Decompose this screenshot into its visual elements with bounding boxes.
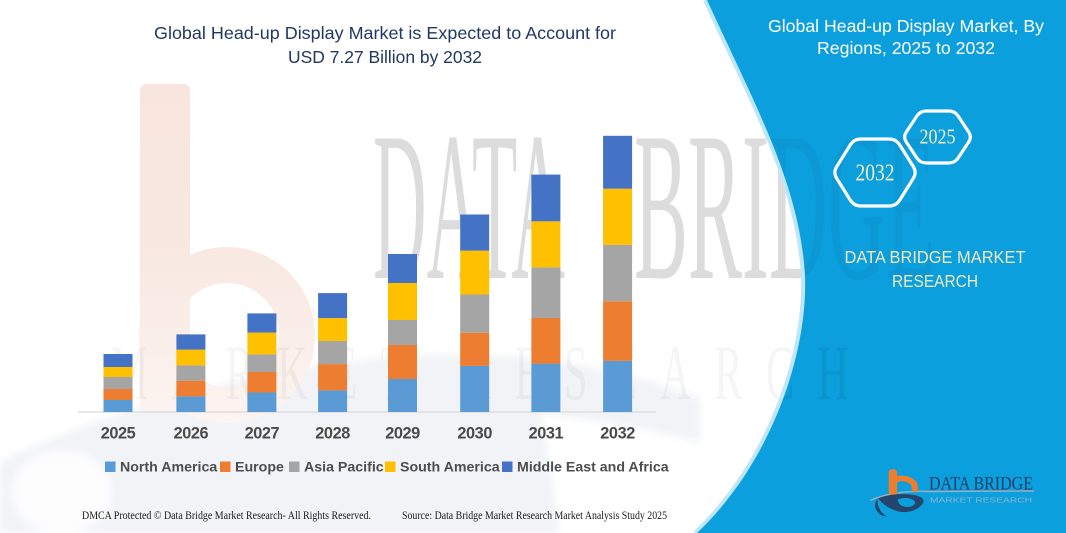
svg-text:RESEARCH: RESEARCH bbox=[892, 271, 978, 291]
svg-text:Middle East and Africa: Middle East and Africa bbox=[517, 460, 669, 476]
svg-text:2030: 2030 bbox=[457, 425, 492, 443]
svg-text:2027: 2027 bbox=[245, 425, 280, 443]
svg-text:2032: 2032 bbox=[856, 161, 895, 187]
svg-text:Regions, 2025 to 2032: Regions, 2025 to 2032 bbox=[817, 38, 995, 58]
svg-text:2029: 2029 bbox=[385, 425, 420, 443]
svg-text:North America: North America bbox=[120, 460, 217, 476]
svg-text:2032: 2032 bbox=[600, 425, 635, 443]
svg-text:Global Head-up Display Market: Global Head-up Display Market is Expecte… bbox=[154, 23, 616, 43]
svg-text:2028: 2028 bbox=[315, 425, 350, 443]
svg-text:USD 7.27 Billion by 2032: USD 7.27 Billion by 2032 bbox=[288, 47, 482, 67]
svg-text:2025: 2025 bbox=[101, 425, 136, 443]
svg-text:South America: South America bbox=[400, 460, 500, 476]
svg-text:2026: 2026 bbox=[174, 425, 209, 443]
svg-text:MARKET RESEARCH: MARKET RESEARCH bbox=[110, 330, 872, 417]
svg-text:DMCA Protected © Data Bridge M: DMCA Protected © Data Bridge Market Rese… bbox=[82, 508, 371, 522]
svg-text:DATA BRIDGE MARKET: DATA BRIDGE MARKET bbox=[845, 247, 1026, 267]
svg-text:Global Head-up Display Market,: Global Head-up Display Market, By bbox=[768, 16, 1044, 36]
svg-text:MARKET RESEARCH: MARKET RESEARCH bbox=[930, 498, 1032, 505]
svg-text:Asia Pacific: Asia Pacific bbox=[304, 460, 384, 476]
svg-text:2025: 2025 bbox=[920, 125, 956, 149]
svg-text:2031: 2031 bbox=[529, 425, 564, 443]
svg-text:Europe: Europe bbox=[235, 460, 284, 476]
svg-text:Source: Data Bridge Market Res: Source: Data Bridge Market Research Mark… bbox=[402, 508, 667, 522]
svg-text:DATA BRIDGE: DATA BRIDGE bbox=[929, 474, 1033, 495]
